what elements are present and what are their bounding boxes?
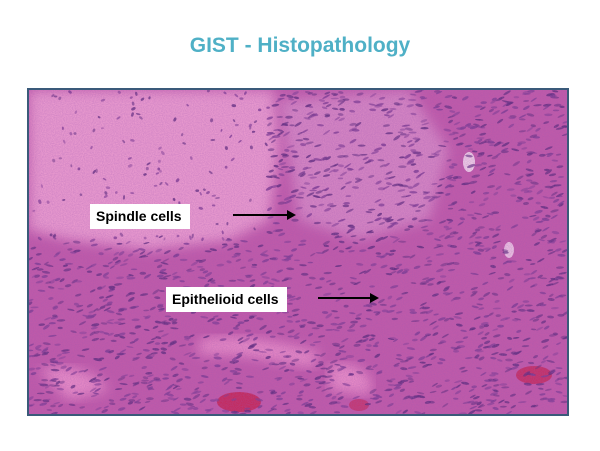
arrow-icon [318, 293, 379, 303]
arrow-icon [233, 210, 296, 220]
annotation-label-spindle: Spindle cells [90, 204, 190, 229]
histology-image [27, 88, 569, 416]
slide-title: GIST - Histopathology [189, 34, 411, 57]
annotation-label-epithelioid: Epithelioid cells [166, 287, 287, 312]
tissue-illustration [29, 90, 567, 414]
